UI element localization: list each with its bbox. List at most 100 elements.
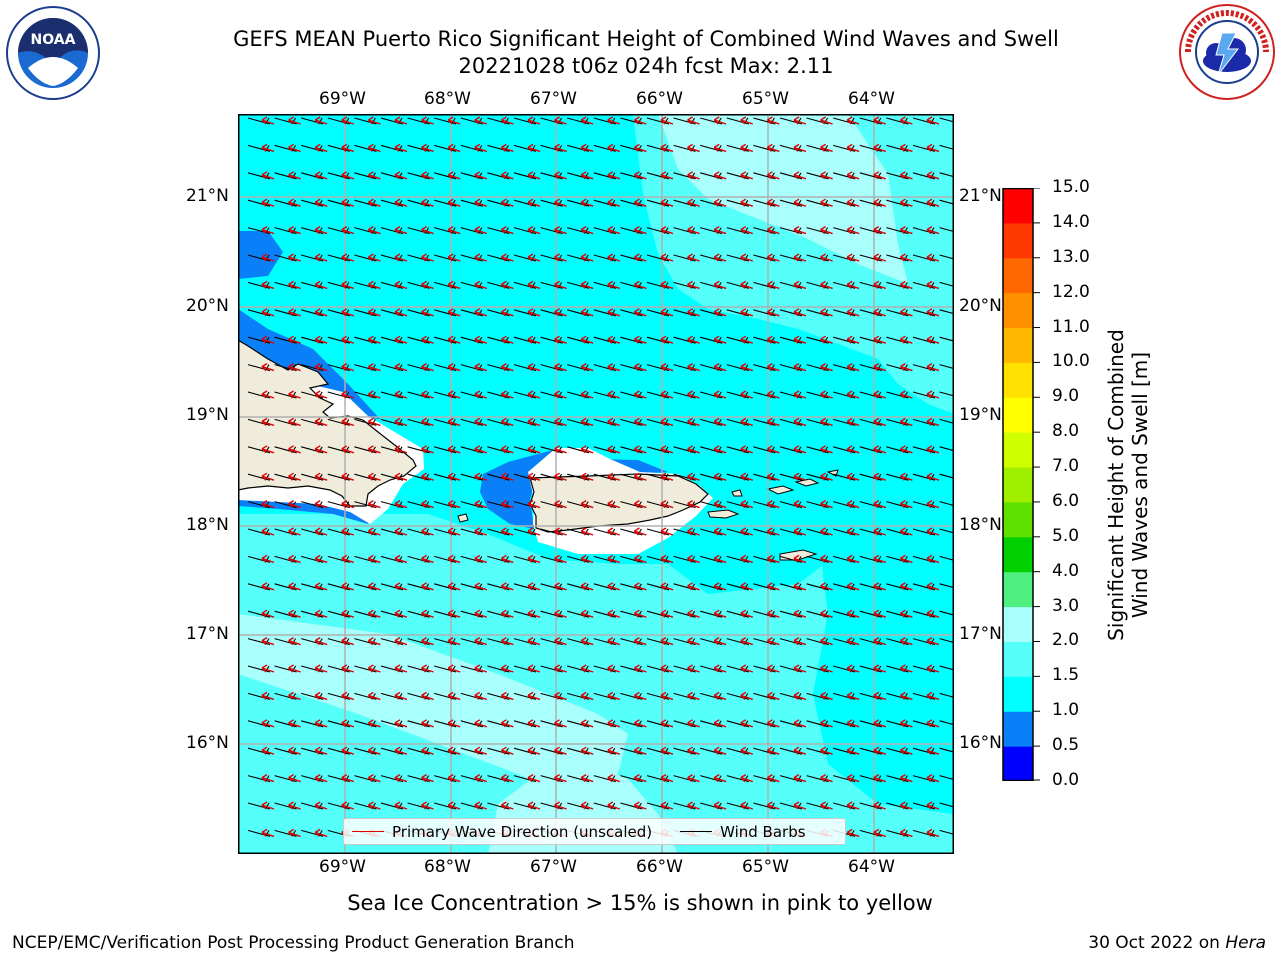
- wave-direction-arrow: [394, 225, 408, 235]
- wave-direction-arrow: [367, 335, 381, 344]
- wave-direction-arrow: [288, 390, 301, 399]
- wave-direction-arrow: [846, 472, 860, 481]
- wave-direction-arrow: [421, 499, 434, 509]
- wave-direction-arrow: [899, 582, 913, 591]
- wave-direction-arrow: [314, 664, 328, 673]
- wave-direction-arrow: [474, 499, 488, 509]
- wave-direction-arrow: [926, 280, 940, 290]
- lat-label-right-17n: 17°N: [959, 624, 1002, 644]
- colorbar-segment: [1003, 222, 1033, 259]
- wave-direction-arrow: [447, 198, 461, 207]
- wave-direction-arrow: [926, 445, 940, 454]
- wave-direction-arrow: [687, 390, 700, 399]
- wave-direction-arrow: [899, 417, 913, 427]
- wave-direction-arrow: [899, 171, 913, 180]
- wave-direction-arrow: [314, 828, 328, 838]
- wave-direction-arrow: [687, 253, 700, 262]
- wave-direction-arrow: [820, 582, 833, 591]
- wave-direction-arrow: [447, 116, 461, 125]
- colorbar-title-line-1: Significant Height of Combined: [1104, 329, 1128, 641]
- wave-direction-arrow: [740, 308, 754, 317]
- lat-label-right-16n: 16°N: [959, 733, 1002, 753]
- wave-direction-arrow: [899, 527, 913, 536]
- wave-direction-arrow: [633, 554, 647, 564]
- colorbar-tick-label: 13.0: [1052, 246, 1090, 267]
- wave-direction-arrow: [873, 746, 887, 755]
- wave-direction-arrow: [607, 719, 621, 728]
- wave-direction-arrow: [500, 143, 514, 153]
- wave-direction-arrow: [527, 582, 541, 591]
- wave-direction-arrow: [580, 198, 594, 207]
- wave-direction-arrow: [341, 609, 355, 618]
- wave-direction-arrow: [288, 143, 301, 153]
- wave-direction-arrow: [926, 636, 940, 646]
- wave-direction-arrow: [580, 746, 594, 755]
- wave-direction-arrow: [367, 609, 381, 618]
- wave-direction-arrow: [740, 719, 754, 728]
- wave-direction-arrow: [740, 198, 754, 207]
- wave-direction-arrow: [394, 527, 408, 536]
- wave-direction-arrow: [527, 609, 541, 618]
- wave-direction-arrow: [394, 636, 408, 646]
- wave-direction-arrow: [633, 582, 647, 591]
- wave-direction-arrow: [793, 664, 807, 673]
- colorbar-segment: [1003, 676, 1033, 712]
- wave-direction-arrow: [820, 308, 833, 317]
- wave-direction-arrow: [820, 664, 833, 673]
- wave-direction-arrow: [500, 116, 514, 125]
- wave-direction-arrow: [447, 225, 461, 235]
- wave-direction-arrow: [341, 636, 355, 646]
- wave-direction-arrow: [261, 390, 275, 399]
- wind-barb: [939, 336, 954, 342]
- wave-direction-arrow: [421, 801, 434, 810]
- wave-direction-arrow: [713, 664, 727, 673]
- wave-direction-arrow: [580, 691, 594, 701]
- wave-direction-arrow: [527, 746, 541, 755]
- wave-direction-arrow: [474, 582, 488, 591]
- wave-direction-arrow: [740, 390, 754, 399]
- colorbar-tick-label: 1.5: [1052, 665, 1080, 686]
- wave-direction-arrow: [899, 225, 913, 235]
- wave-direction-arrow: [394, 143, 408, 153]
- wave-direction-arrow: [580, 636, 594, 646]
- wave-direction-arrow: [261, 691, 275, 701]
- wave-direction-arrow: [580, 554, 594, 564]
- lon-label-top-65w: 65°W: [742, 89, 789, 109]
- wave-direction-arrow: [527, 801, 541, 810]
- wave-direction-arrow: [926, 746, 940, 755]
- wave-direction-arrow: [713, 472, 727, 481]
- wave-direction-arrow: [341, 390, 355, 399]
- wave-direction-arrow: [341, 335, 355, 344]
- wave-direction-arrow: [740, 636, 754, 646]
- wave-direction-arrow: [500, 664, 514, 673]
- wave-direction-arrow: [554, 554, 567, 564]
- wave-direction-arrow: [793, 417, 807, 427]
- lat-label-right-19n: 19°N: [959, 405, 1002, 425]
- legend-label-primary-wave: Primary Wave Direction (unscaled): [392, 822, 653, 841]
- colorbar-title: Significant Height of Combined Wind Wave…: [1104, 285, 1152, 685]
- wave-direction-arrow: [607, 445, 621, 454]
- wave-direction-arrow: [793, 390, 807, 399]
- wave-direction-arrow: [687, 472, 700, 481]
- wave-direction-arrow: [554, 472, 567, 481]
- wave-direction-arrow: [660, 280, 674, 290]
- wave-direction-arrow: [394, 335, 408, 344]
- wave-direction-arrow: [660, 773, 674, 783]
- wave-direction-arrow: [580, 116, 594, 125]
- lon-label-top-66w: 66°W: [636, 89, 683, 109]
- wave-direction-arrow: [820, 636, 833, 646]
- wave-direction-arrow: [554, 609, 567, 618]
- wave-direction-arrow: [766, 746, 780, 755]
- wave-direction-arrow: [261, 116, 275, 125]
- wave-direction-arrow: [633, 280, 647, 290]
- colorbar-segment: [1003, 501, 1033, 538]
- wave-direction-arrow: [367, 143, 381, 153]
- lat-label-left-20n: 20°N: [186, 296, 229, 316]
- wave-direction-arrow: [580, 253, 594, 262]
- wind-barb: [939, 254, 954, 260]
- wave-direction-arrow: [713, 719, 727, 728]
- wind-barb: [939, 747, 954, 753]
- wave-direction-arrow: [660, 527, 674, 536]
- wave-direction-arrow: [899, 253, 913, 262]
- legend-swatch-primary-wave: [352, 831, 384, 832]
